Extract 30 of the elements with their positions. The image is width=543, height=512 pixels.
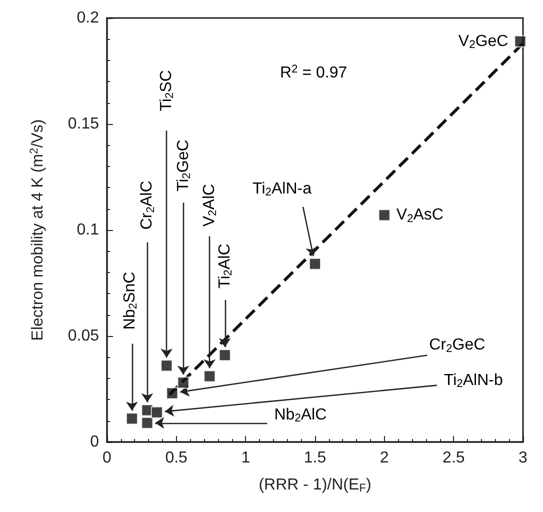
x-tick-label: 3: [518, 450, 528, 466]
y-tick-label: 0.15: [68, 116, 100, 132]
point: [309, 258, 321, 270]
annotation: Ti2SC: [158, 70, 176, 112]
point: [204, 370, 216, 382]
point: [514, 35, 526, 48]
point: [126, 412, 138, 425]
point: [160, 360, 173, 372]
x-tick-label: 0: [102, 450, 112, 466]
point: [378, 209, 390, 222]
annotation: Cr2AlC: [138, 180, 157, 230]
x-tick-label: 2.5: [442, 450, 465, 466]
point: [150, 406, 163, 418]
annotation: Nb2SnC: [121, 272, 140, 330]
x-tick-label: 1: [241, 450, 250, 466]
y-tick-label: 0.2: [76, 10, 100, 26]
point: [218, 349, 231, 362]
y-axis-title: Electron mobility at 4 K (m2/Vs): [28, 119, 46, 341]
y-tick-label: 0: [90, 434, 100, 450]
y-tick-label: 0.05: [68, 328, 100, 344]
x-tick-label: 1.5: [304, 450, 326, 466]
x-tick-label: 2: [380, 450, 389, 466]
y-tick-label: 0.1: [76, 222, 100, 238]
annotation: Ti2GeC: [174, 140, 193, 192]
annotation: Ti2AlC: [216, 244, 234, 288]
x-tick-label: 0.5: [165, 450, 188, 466]
point: [177, 376, 190, 389]
point: [166, 387, 178, 400]
annotation: V2AlC: [201, 184, 220, 227]
point: [141, 416, 154, 429]
